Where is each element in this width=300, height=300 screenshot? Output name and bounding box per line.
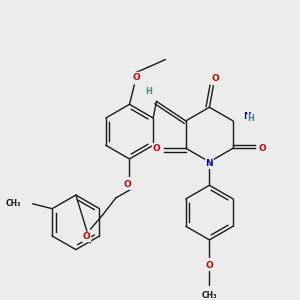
Text: O: O [259, 144, 266, 153]
Text: CH₃: CH₃ [5, 199, 21, 208]
Text: N: N [243, 112, 250, 121]
Text: O: O [153, 144, 160, 153]
Text: N: N [206, 159, 213, 168]
Text: CH₃: CH₃ [202, 291, 217, 300]
Text: H: H [247, 115, 254, 124]
Text: H: H [145, 87, 152, 96]
Text: O: O [206, 261, 213, 270]
Text: O: O [83, 232, 90, 242]
Text: O: O [132, 73, 140, 82]
Text: O: O [124, 180, 131, 189]
Text: O: O [212, 74, 219, 82]
